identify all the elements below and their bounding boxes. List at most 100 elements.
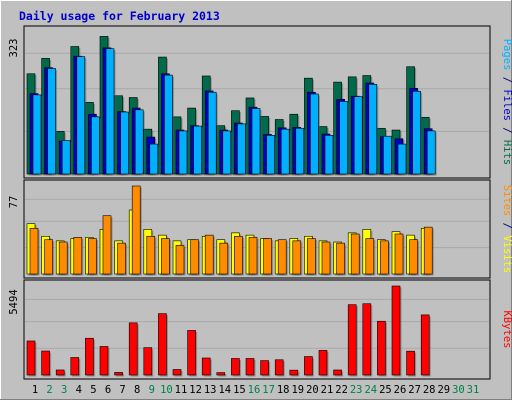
chart-panels: 323 Pages / Files / Hits 77 Sites / Visits 5… (8, 25, 512, 380)
bar-sites-day-27 (409, 239, 418, 275)
bar-kbytes-day-14 (216, 372, 226, 376)
bar-sites-day-1 (29, 227, 39, 275)
x-tick-label: 26 (394, 384, 407, 396)
bar-sites-day-14 (219, 242, 229, 275)
legend-entry: Sites (501, 185, 512, 217)
bar-kbytes-day-7 (114, 372, 123, 376)
bar-pages-day-25 (383, 135, 392, 175)
y-max-label: 5494 (8, 289, 20, 314)
x-tick-label: 7 (119, 384, 125, 396)
bar-pages-day-15 (237, 123, 246, 175)
bar-pages-day-19 (295, 127, 305, 175)
bar-sites-day-12 (190, 239, 199, 275)
x-tick-label: 9 (149, 384, 155, 396)
bar-pages-day-11 (178, 130, 188, 175)
bar-kbytes-day-22 (333, 369, 342, 376)
x-tick-labels: 1 2 3 4 5 6 7 8 9 10 11 12 13 14 15 16 17 18 19 20 21 22 23 24 2… (32, 384, 479, 396)
bar-kbytes-day-25 (377, 320, 386, 376)
legend-entry: KBytes (501, 311, 512, 349)
bar-sites-day-11 (175, 245, 185, 275)
x-tick-label: 25 (379, 384, 392, 396)
bar-kbytes-day-4 (70, 357, 80, 376)
bar-kbytes-day-12 (187, 330, 196, 376)
bar-sites-day-7 (117, 242, 126, 275)
bar-pages-day-2 (47, 68, 56, 175)
bar-kbytes-day-3 (55, 369, 65, 376)
x-tick-label: 15 (233, 384, 246, 396)
bar-kbytes-day-10 (158, 313, 167, 376)
legend-entry: / (501, 216, 512, 235)
bar-pages-day-23 (353, 96, 363, 175)
legend-entry: Visits (501, 235, 512, 273)
bar-pages-day-6 (105, 48, 115, 175)
bar-sites-day-8 (131, 185, 141, 275)
bar-sites-day-4 (73, 237, 83, 275)
bar-sites-day-13 (204, 234, 214, 275)
panel-hits-files-pages: 323 Pages / Files / Hits (8, 25, 512, 179)
legend-entry: Pages (501, 39, 512, 71)
chart-title: Daily usage for February 2013 (19, 9, 220, 23)
bar-kbytes-day-11 (172, 369, 182, 376)
x-tick-label: 2 (46, 384, 52, 396)
bar-sites-day-20 (307, 238, 316, 275)
bar-sites-day-17 (263, 238, 272, 275)
bar-kbytes-day-5 (85, 337, 94, 376)
bar-pages-day-18 (280, 128, 290, 175)
y-max-label: 323 (8, 39, 20, 58)
x-tick-label: 4 (76, 384, 82, 396)
bar-pages-day-10 (164, 74, 173, 175)
panel-legend: Sites / Visits (501, 185, 512, 274)
bar-kbytes-day-20 (304, 356, 313, 376)
y-max-label: 77 (8, 196, 20, 209)
bar-pages-day-1 (32, 94, 42, 175)
x-tick-label: 27 (408, 384, 421, 396)
x-tick-label: 19 (291, 384, 304, 396)
bar-kbytes-day-26 (391, 285, 401, 376)
x-tick-label: 1 (32, 384, 38, 396)
panel-visits-sites: 77 Sites / Visits (8, 179, 512, 279)
bar-pages-day-5 (91, 116, 100, 175)
bar-kbytes-day-6 (99, 346, 109, 376)
bar-pages-day-22 (339, 101, 348, 175)
legend-entry: Files (501, 89, 512, 121)
bar-pages-day-12 (193, 125, 202, 175)
panel-kbytes: 5494 KBytes (8, 279, 512, 380)
bar-sites-day-10 (161, 238, 170, 275)
bar-kbytes-day-23 (347, 304, 357, 376)
bar-pages-day-24 (368, 84, 378, 175)
x-tick-label: 11 (175, 384, 188, 396)
bar-sites-day-6 (102, 215, 112, 275)
legend-entry: Hits (501, 140, 512, 165)
bar-sites-day-3 (58, 241, 68, 275)
x-tick-label: 30 (452, 384, 465, 396)
x-tick-label: 28 (423, 384, 436, 396)
bar-pages-day-3 (61, 140, 71, 175)
bar-kbytes-day-16 (245, 358, 255, 376)
bar-sites-day-19 (292, 240, 302, 275)
bar-sites-day-15 (234, 235, 243, 275)
x-tick-label: 8 (134, 384, 140, 396)
x-tick-label: 12 (189, 384, 202, 396)
bar-kbytes-day-24 (362, 303, 372, 376)
bar-kbytes-day-28 (420, 314, 430, 376)
bar-sites-day-16 (248, 237, 258, 275)
bar-pages-day-26 (397, 143, 407, 175)
bar-kbytes-day-8 (128, 322, 138, 376)
bar-pages-day-4 (76, 56, 86, 175)
bar-sites-day-26 (394, 233, 404, 275)
x-tick-label: 14 (218, 384, 231, 396)
series-kbytes (26, 285, 431, 377)
bar-sites-day-25 (380, 240, 389, 275)
bar-kbytes-day-1 (26, 340, 36, 376)
x-tick-label: 13 (204, 384, 217, 396)
bar-pages-day-9 (149, 143, 159, 175)
bar-sites-day-23 (350, 233, 360, 275)
bar-sites-day-21 (321, 241, 331, 275)
x-tick-label: 24 (364, 384, 377, 396)
bar-pages-day-20 (310, 93, 319, 175)
bar-sites-day-22 (336, 242, 345, 275)
x-tick-label: 23 (350, 384, 363, 396)
bar-sites-day-9 (146, 235, 156, 275)
x-tick-label: 5 (90, 384, 96, 396)
panel-legend: Pages / Files / Hits (501, 39, 512, 165)
